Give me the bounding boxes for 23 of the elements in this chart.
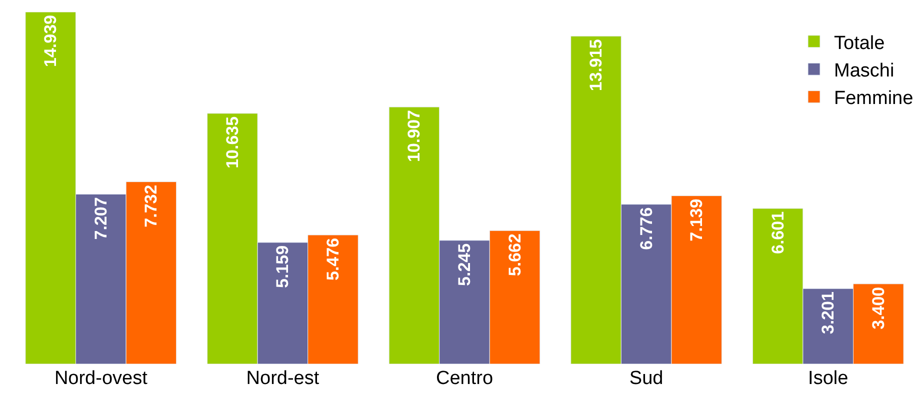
legend-label: Totale — [834, 32, 885, 54]
data-label: 3.201 — [818, 292, 838, 334]
data-label: 7.207 — [91, 197, 110, 240]
x-tick-label: Nord-est — [246, 368, 320, 389]
data-label: 5.159 — [273, 245, 292, 288]
data-label: 3.400 — [868, 286, 888, 330]
data-label: 7.732 — [142, 184, 161, 228]
data-label: 6.601 — [768, 211, 788, 254]
data-label: 14.939 — [41, 15, 60, 67]
data-label: 13.915 — [586, 39, 606, 92]
data-label: 6.776 — [636, 207, 656, 250]
legend-label: Femmine — [834, 88, 914, 110]
data-label: 5.662 — [505, 234, 524, 276]
legend-label: Maschi — [834, 60, 894, 82]
x-tick-label: Sud — [629, 368, 664, 389]
data-label: 7.139 — [687, 198, 706, 242]
x-tick-label: Nord-ovest — [54, 368, 148, 389]
data-label: 10.907 — [404, 110, 424, 162]
data-label: 5.476 — [324, 238, 342, 281]
data-label: 10.635 — [222, 116, 242, 168]
x-tick-label: Isole — [808, 368, 848, 389]
data-label: 5.245 — [455, 243, 474, 286]
x-tick-label: Centro — [436, 368, 494, 389]
